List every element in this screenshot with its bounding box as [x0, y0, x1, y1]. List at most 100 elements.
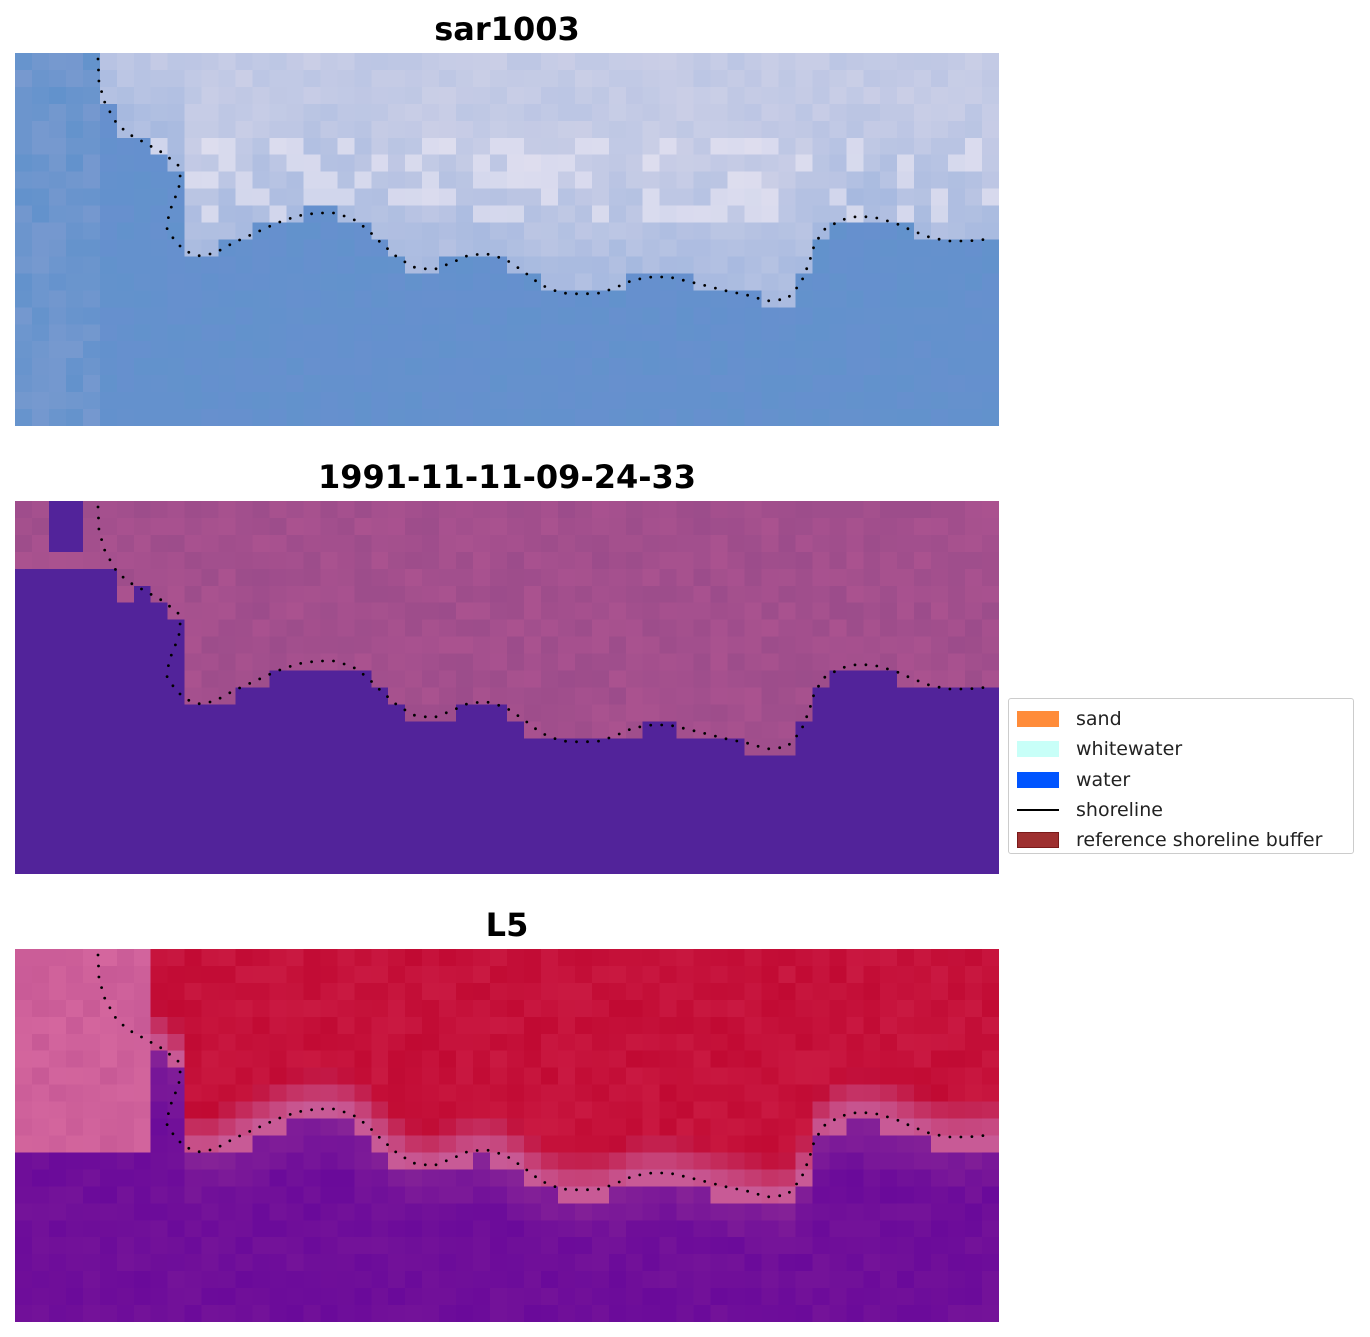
shoreline-dot — [97, 964, 100, 968]
shoreline-dot — [516, 1162, 520, 1165]
shoreline-dot — [342, 662, 346, 666]
shoreline-dot — [178, 174, 182, 178]
shoreline-dot — [896, 1118, 900, 1122]
shoreline-dot — [268, 672, 272, 676]
shoreline-dot — [140, 1035, 143, 1039]
shoreline-dot — [671, 276, 674, 280]
shoreline-dot — [627, 728, 631, 731]
shoreline-dot — [258, 1125, 262, 1129]
legend: sand whitewater water shoreline referenc… — [1008, 698, 1354, 854]
shoreline-dot — [97, 527, 101, 531]
legend-label: whitewater — [1076, 738, 1183, 761]
shoreline-dot — [174, 1091, 177, 1095]
shoreline-dot — [795, 734, 798, 738]
shoreline-dot — [370, 232, 373, 235]
shoreline-dot — [627, 280, 631, 283]
shoreline-dot — [875, 664, 879, 668]
shoreline-dot — [258, 677, 262, 681]
shoreline-dot — [100, 986, 103, 989]
shoreline-dot — [465, 254, 468, 258]
shoreline-dot — [310, 660, 313, 664]
shoreline-dot — [864, 1111, 868, 1115]
shoreline-dot — [187, 250, 191, 254]
shoreline-dot — [159, 598, 163, 602]
shoreline-dot — [714, 1182, 717, 1186]
shoreline-dot — [833, 670, 836, 674]
legend-label: water — [1076, 768, 1131, 791]
shoreline-dot — [801, 1173, 804, 1177]
shoreline-dot — [735, 739, 739, 743]
shoreline-dot — [649, 1171, 653, 1175]
shoreline-dot — [310, 212, 313, 216]
shoreline-dot — [981, 686, 985, 689]
shoreline-dot — [906, 675, 910, 679]
shoreline-dot — [525, 272, 529, 276]
panel-title-3: L5 — [485, 906, 529, 944]
shoreline-dot — [714, 734, 717, 738]
shoreline-dot — [97, 79, 101, 83]
classified-image — [15, 501, 999, 874]
shoreline-dot — [507, 260, 511, 263]
sand-swatch — [1017, 711, 1059, 728]
panel-title-2: 1991-11-11-09-24-33 — [317, 458, 697, 496]
shoreline-dot — [228, 691, 232, 695]
shoreline-dot — [423, 715, 427, 719]
shoreline-dot — [842, 217, 846, 221]
shoreline-dot — [174, 195, 177, 199]
shoreline-dot — [268, 224, 272, 228]
shoreline-dot — [167, 664, 170, 667]
shoreline-dot — [174, 643, 177, 647]
shoreline-dot — [788, 1190, 791, 1194]
shoreline-dot — [809, 1153, 812, 1156]
legend-item-shoreline: shoreline — [1017, 795, 1353, 825]
shoreline-dot — [413, 1161, 416, 1165]
shoreline-dot — [795, 1182, 798, 1186]
shoreline-dot — [970, 239, 974, 243]
shoreline-dot — [108, 558, 112, 562]
shoreline-dot — [575, 292, 578, 296]
shoreline-dot — [875, 216, 879, 220]
shoreline-dot — [96, 953, 100, 957]
shoreline-dot — [627, 1176, 631, 1179]
shoreline-dot — [746, 293, 749, 297]
shoreline-dot — [778, 298, 782, 302]
shoreline-dot — [168, 1052, 171, 1056]
shoreline-dot — [248, 1130, 252, 1133]
shoreline-dot — [833, 222, 836, 226]
shoreline-dot — [756, 296, 760, 300]
shoreline-dot — [149, 145, 153, 148]
shoreline-dot — [586, 1188, 589, 1192]
shoreline-dot — [937, 237, 941, 241]
shoreline-dot — [177, 1081, 181, 1084]
shoreline-dot — [332, 1107, 335, 1111]
shoreline-dot — [258, 229, 262, 233]
shoreline-dot — [208, 700, 212, 704]
shoreline-dot — [948, 239, 952, 243]
shoreline-dot — [671, 724, 674, 728]
shoreline-dot — [692, 281, 696, 285]
shoreline-dot — [948, 687, 952, 691]
shoreline-dot — [413, 265, 416, 269]
shoreline-dot — [660, 275, 664, 279]
shoreline-dot — [564, 291, 567, 295]
shoreline-dot — [475, 253, 479, 256]
shoreline-dot — [607, 736, 611, 740]
shoreline-dot — [805, 715, 809, 719]
shoreline-dot — [927, 683, 930, 687]
shoreline-dot — [238, 238, 242, 242]
shoreline-dot — [817, 684, 820, 688]
shoreline-dot — [248, 234, 252, 237]
shoreline-dot — [130, 134, 134, 138]
shoreline-dot — [218, 248, 222, 252]
shoreline-dot — [97, 68, 100, 72]
shoreline-dot — [96, 57, 100, 61]
shoreline-dot — [981, 1134, 985, 1137]
shoreline-dot — [543, 733, 547, 736]
shoreline-dot — [377, 687, 381, 691]
shoreline-dot — [187, 698, 191, 702]
shoreline-dot — [746, 1189, 749, 1193]
shoreline-dot — [809, 257, 812, 260]
shoreline-dot — [823, 675, 827, 679]
shoreline-dot — [714, 286, 717, 290]
shoreline-dot — [543, 1181, 547, 1184]
